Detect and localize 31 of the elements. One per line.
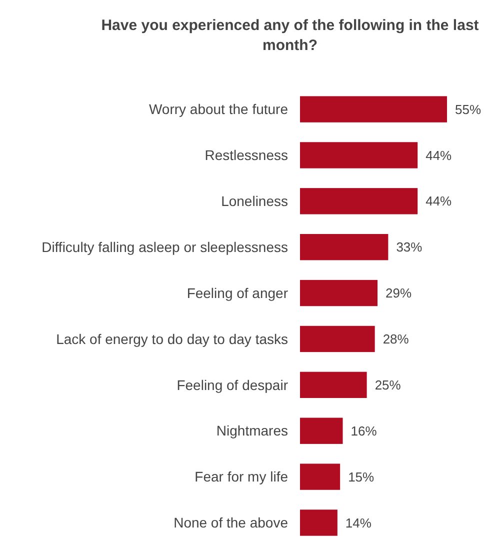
y-tick-label: Difficulty falling asleep or sleeplessness	[42, 238, 288, 255]
y-tick-label: Feeling of despair	[176, 376, 288, 393]
chart-title: Have you experienced any of the following in the last month?	[101, 17, 479, 54]
data-label: 14%	[345, 515, 372, 530]
data-label: 29%	[386, 286, 412, 301]
bar	[300, 142, 418, 168]
bar	[300, 234, 388, 260]
data-label: 15%	[348, 469, 375, 484]
y-tick-label: Loneliness	[221, 193, 288, 210]
bar	[300, 418, 343, 444]
bar	[300, 188, 418, 214]
data-label: 25%	[374, 377, 402, 392]
y-tick-label: Worry about the future	[148, 101, 288, 118]
data-label: 28%	[382, 332, 410, 347]
y-tick-label: Lack of energy to do day to day tasks	[56, 330, 288, 347]
bar	[300, 326, 375, 352]
data-label: 44%	[426, 148, 452, 163]
data-label: 44%	[426, 194, 452, 209]
bar	[300, 372, 367, 398]
y-tick-label: Feeling of anger	[186, 284, 288, 301]
bar	[300, 96, 447, 122]
y-tick-label: Fear for my life	[194, 468, 288, 485]
bar	[300, 510, 338, 536]
y-tick-label: Nightmares	[216, 422, 288, 439]
data-label: 55%	[455, 102, 482, 117]
data-label: 16%	[350, 423, 378, 438]
y-tick-label: None of the above	[174, 514, 288, 531]
y-tick-label: Restlessness	[204, 147, 288, 164]
data-label: 33%	[396, 240, 423, 255]
bar	[300, 464, 340, 490]
bar	[300, 280, 378, 306]
